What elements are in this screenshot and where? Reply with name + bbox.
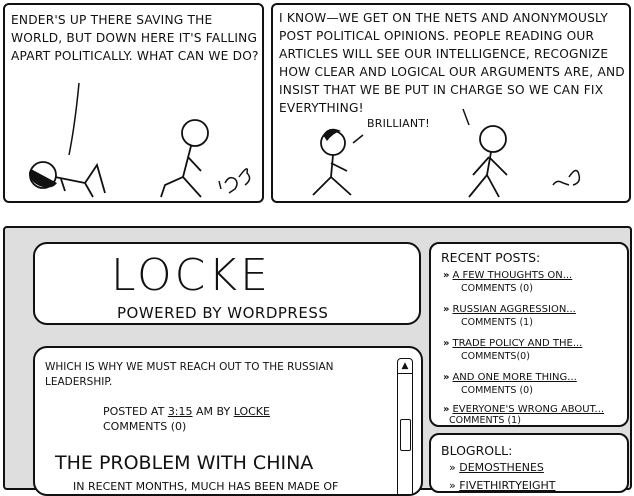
recent-post-link[interactable]: RUSSIAN AGGRESSION... — [452, 304, 576, 315]
recent-post-comments[interactable]: COMMENTS (1) — [461, 317, 533, 328]
post-intro-text: WHICH IS WHY WE MUST REACH OUT TO THE RU… — [45, 361, 334, 388]
post-scrollbar[interactable]: ▲ — [397, 358, 413, 494]
arrow-icon: » — [443, 304, 450, 315]
recent-posts-widget: RECENT POSTS: » A FEW THOUGHTS ON... COMM… — [429, 242, 629, 427]
blogroll-link[interactable]: FIVETHIRTYEIGHT — [459, 479, 556, 492]
recent-posts-title: RECENT POSTS: — [441, 250, 541, 265]
posted-prefix: POSTED AT — [103, 405, 165, 418]
site-header: LOCKE POWERED BY WORDPRESS — [33, 242, 421, 325]
brilliant-reply: BRILLIANT! — [367, 117, 430, 130]
site-logo[interactable]: LOCKE — [111, 250, 271, 301]
blogroll-widget: BLOGROLL: » DEMOSTHENES » FIVETHIRTYEIGH… — [429, 433, 629, 493]
comic-panel-1: ENDER'S UP THERE SAVING THE WORLD, BUT D… — [3, 3, 264, 203]
scroll-thumb[interactable] — [400, 419, 411, 451]
recent-post-comments[interactable]: COMMENTS(0) — [461, 351, 530, 362]
recent-post-item: » RUSSIAN AGGRESSION... COMMENTS (1) — [443, 304, 576, 328]
blogroll-title: BLOGROLL: — [441, 443, 513, 458]
arrow-icon: » — [443, 404, 450, 415]
recent-post-link[interactable]: TRADE POLICY AND THE... — [452, 338, 583, 349]
post-content-area: WHICH IS WHY WE MUST REACH OUT TO THE RU… — [33, 346, 423, 496]
recent-post-item: » AND ONE MORE THING... COMMENTS (0) — [443, 372, 577, 396]
blogroll-item: » DEMOSTHENES — [449, 461, 544, 474]
arrow-icon: » — [443, 270, 450, 281]
panel-2-caption: I KNOW—WE GET ON THE NETS AND ANONYMOUSL… — [279, 11, 625, 115]
recent-post-item: » TRADE POLICY AND THE... COMMENTS(0) — [443, 338, 582, 362]
arrow-icon: » — [443, 372, 450, 383]
recent-post-item: » A FEW THOUGHTS ON... COMMENTS (0) — [443, 270, 572, 294]
panel-1-caption: ENDER'S UP THERE SAVING THE WORLD, BUT D… — [11, 13, 259, 63]
post-meta: POSTED AT 3:15 AM BY LOCKE COMMENTS (0) — [103, 404, 270, 434]
post-author-link[interactable]: LOCKE — [233, 405, 270, 418]
post-body-text: IN RECENT MONTHS, MUCH HAS BEEN MADE OF — [73, 480, 339, 493]
recent-post-link[interactable]: A FEW THOUGHTS ON... — [452, 270, 573, 281]
recent-post-link[interactable]: EVERYONE'S WRONG ABOUT... — [452, 404, 605, 415]
panel-1-drawing — [29, 82, 251, 198]
arrow-icon: » — [449, 461, 456, 474]
post-title[interactable]: THE PROBLEM WITH CHINA — [55, 452, 314, 474]
recent-post-comments[interactable]: COMMENTS (0) — [461, 385, 533, 396]
panel-2-drawing — [312, 108, 581, 198]
recent-post-link[interactable]: AND ONE MORE THING... — [452, 372, 577, 383]
comic-panel-3-website: LOCKE POWERED BY WORDPRESS WHICH IS WHY … — [3, 226, 632, 496]
arrow-icon: » — [443, 338, 450, 349]
post-comments-link[interactable]: COMMENTS (0) — [103, 420, 187, 433]
post-time: 3:15 — [167, 405, 193, 418]
scroll-up-arrow-icon[interactable]: ▲ — [398, 359, 412, 374]
recent-post-comments[interactable]: COMMENTS (0) — [461, 283, 533, 294]
comic-panel-2: I KNOW—WE GET ON THE NETS AND ANONYMOUSL… — [271, 3, 631, 203]
arrow-icon: » — [449, 479, 456, 492]
recent-post-comments[interactable]: COMMENTS (1) — [449, 415, 521, 426]
site-tagline: POWERED BY WORDPRESS — [117, 304, 329, 322]
recent-post-item: » EVERYONE'S WRONG ABOUT... COMMENTS (1) — [443, 404, 627, 426]
post-ampm: AM BY — [196, 405, 231, 418]
blogroll-item: » FIVETHIRTYEIGHT — [449, 479, 556, 492]
blogroll-link[interactable]: DEMOSTHENES — [459, 461, 544, 474]
